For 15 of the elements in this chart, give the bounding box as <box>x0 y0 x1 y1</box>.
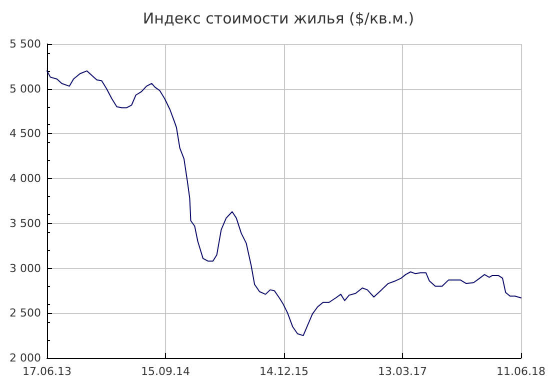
x-tick-label: 11.06.18 <box>496 365 546 378</box>
y-tick-label: 5 000 <box>10 82 41 96</box>
y-tick-label: 2 000 <box>10 352 41 364</box>
y-tick-label: 5 500 <box>10 38 41 50</box>
x-tick-label: 14.12.15 <box>260 365 308 378</box>
line-series <box>46 70 522 336</box>
y-tick-label: 4 000 <box>10 172 41 186</box>
y-tick-label: 3 500 <box>10 216 41 230</box>
chart-title: Индекс стоимости жилья ($/кв.м.) <box>142 10 414 28</box>
y-tick-label: 3 000 <box>10 262 41 275</box>
x-tick-label: 17.06.13 <box>22 365 72 378</box>
x-tick-label: 13.03.17 <box>378 365 427 378</box>
y-tick-label: 2 500 <box>10 306 41 320</box>
x-tick-label: 15.09.14 <box>141 365 190 378</box>
y-tick-label: 4 500 <box>10 127 41 140</box>
